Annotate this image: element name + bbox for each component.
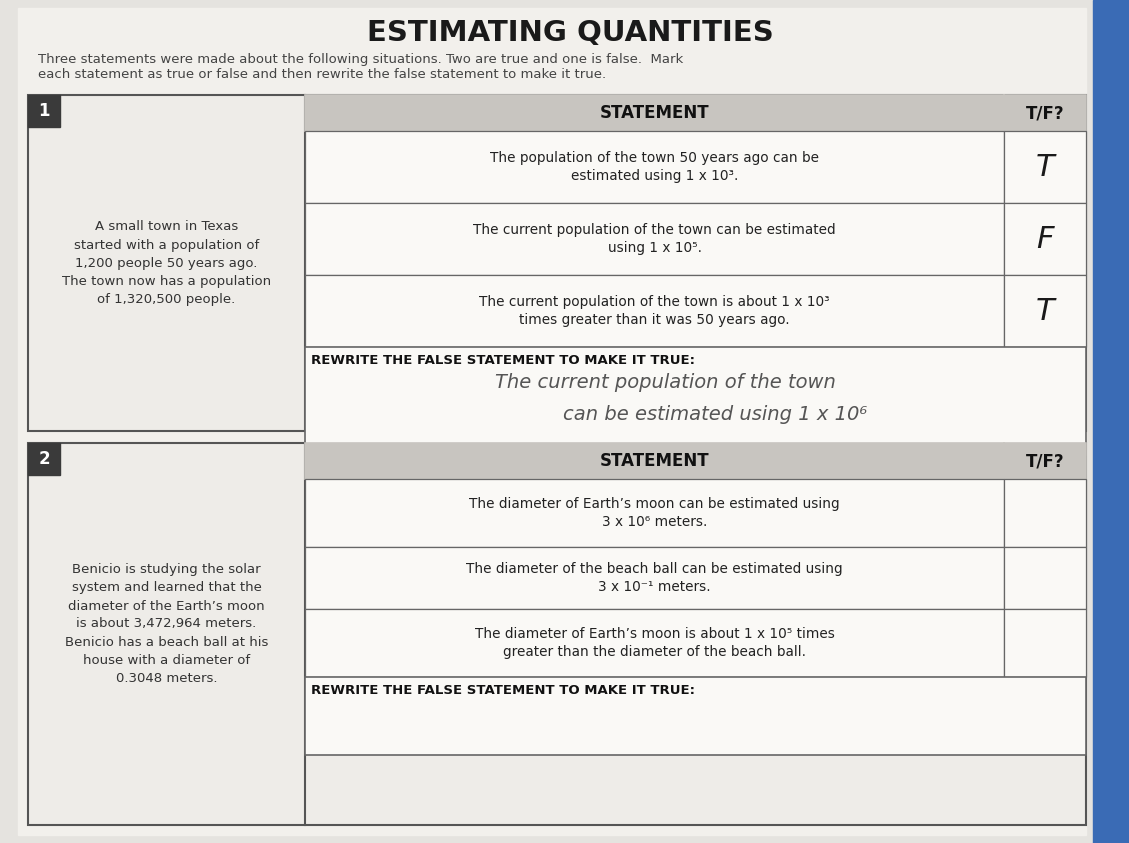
Bar: [305, 131, 1004, 203]
Text: The current population of the town can be estimated: The current population of the town can b…: [473, 223, 835, 237]
Bar: [1004, 275, 1086, 347]
Text: started with a population of: started with a population of: [73, 239, 260, 251]
Text: can be estimated using 1 x 10⁶: can be estimated using 1 x 10⁶: [563, 405, 867, 425]
Text: of 1,320,500 people.: of 1,320,500 people.: [97, 293, 236, 305]
Text: The current population of the town: The current population of the town: [495, 373, 835, 391]
Text: 1,200 people 50 years ago.: 1,200 people 50 years ago.: [76, 256, 257, 270]
Text: 2: 2: [38, 450, 50, 468]
Text: Benicio is studying the solar: Benicio is studying the solar: [72, 563, 261, 577]
Text: F: F: [1036, 224, 1053, 254]
Bar: [305, 609, 1004, 677]
Text: Three statements were made about the following situations. Two are true and one : Three statements were made about the fol…: [38, 53, 683, 67]
Bar: [1093, 0, 1129, 843]
Bar: [305, 95, 1004, 131]
Text: The diameter of the beach ball can be estimated using: The diameter of the beach ball can be es…: [466, 562, 843, 576]
Text: diameter of the Earth’s moon: diameter of the Earth’s moon: [68, 599, 265, 613]
Text: REWRITE THE FALSE STATEMENT TO MAKE IT TRUE:: REWRITE THE FALSE STATEMENT TO MAKE IT T…: [310, 684, 695, 696]
Bar: [28, 443, 60, 475]
Bar: [1004, 609, 1086, 677]
Text: T: T: [1035, 297, 1054, 325]
Bar: [305, 275, 1004, 347]
Bar: [1004, 131, 1086, 203]
Bar: [1004, 443, 1086, 479]
Bar: [1004, 479, 1086, 547]
Text: system and learned that the: system and learned that the: [71, 582, 262, 594]
Text: The current population of the town is about 1 x 10³: The current population of the town is ab…: [479, 295, 830, 309]
Text: T: T: [1035, 153, 1054, 181]
Text: STATEMENT: STATEMENT: [599, 452, 709, 470]
Text: 1: 1: [38, 102, 50, 120]
Text: 3 x 10⁶ meters.: 3 x 10⁶ meters.: [602, 515, 707, 529]
Text: Benicio has a beach ball at his: Benicio has a beach ball at his: [64, 636, 269, 648]
Bar: [28, 95, 1086, 431]
Text: ESTIMATING QUANTITIES: ESTIMATING QUANTITIES: [367, 19, 773, 47]
Text: 0.3048 meters.: 0.3048 meters.: [116, 672, 217, 685]
Bar: [305, 347, 1086, 455]
Bar: [1004, 547, 1086, 609]
Text: house with a diameter of: house with a diameter of: [82, 653, 250, 667]
Bar: [305, 203, 1004, 275]
Text: times greater than it was 50 years ago.: times greater than it was 50 years ago.: [519, 313, 790, 327]
Text: STATEMENT: STATEMENT: [599, 104, 709, 122]
Bar: [28, 443, 1086, 825]
Bar: [1004, 203, 1086, 275]
Text: T/F?: T/F?: [1025, 452, 1065, 470]
Text: The town now has a population: The town now has a population: [62, 275, 271, 287]
Bar: [28, 95, 60, 127]
Text: REWRITE THE FALSE STATEMENT TO MAKE IT TRUE:: REWRITE THE FALSE STATEMENT TO MAKE IT T…: [310, 353, 695, 367]
Bar: [1004, 95, 1086, 131]
Bar: [305, 677, 1086, 755]
Text: estimated using 1 x 10³.: estimated using 1 x 10³.: [571, 169, 738, 183]
Text: The diameter of Earth’s moon can be estimated using: The diameter of Earth’s moon can be esti…: [470, 497, 840, 511]
Text: is about 3,472,964 meters.: is about 3,472,964 meters.: [77, 618, 256, 631]
Bar: [305, 479, 1004, 547]
Text: The population of the town 50 years ago can be: The population of the town 50 years ago …: [490, 151, 819, 165]
Text: 3 x 10⁻¹ meters.: 3 x 10⁻¹ meters.: [598, 580, 711, 594]
Text: T/F?: T/F?: [1025, 104, 1065, 122]
Text: using 1 x 10⁵.: using 1 x 10⁵.: [607, 241, 701, 255]
Text: greater than the diameter of the beach ball.: greater than the diameter of the beach b…: [504, 645, 806, 659]
Bar: [305, 443, 1004, 479]
Text: each statement as true or false and then rewrite the false statement to make it : each statement as true or false and then…: [38, 68, 606, 82]
Text: A small town in Texas: A small town in Texas: [95, 221, 238, 234]
Bar: [305, 547, 1004, 609]
Text: The diameter of Earth’s moon is about 1 x 10⁵ times: The diameter of Earth’s moon is about 1 …: [474, 627, 834, 641]
